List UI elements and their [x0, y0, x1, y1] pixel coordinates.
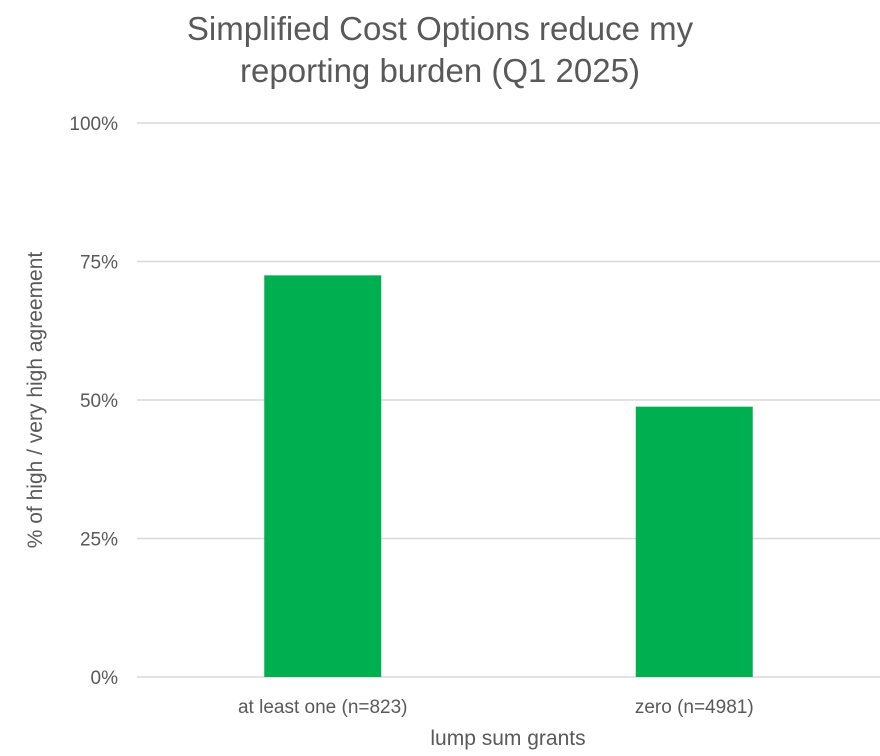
chart-title-line-2: reporting burden (Q1 2025) [240, 52, 640, 89]
y-tick-label: 50% [80, 391, 118, 412]
y-axis-label: % of high / very high agreement [24, 252, 47, 549]
bars [264, 275, 753, 677]
y-tick-label: 25% [80, 530, 118, 551]
chart-title-line-1: Simplified Cost Options reduce my [186, 10, 694, 47]
x-tick-label: zero (n=4981) [635, 697, 754, 718]
x-tick-label: at least one (n=823) [238, 697, 408, 718]
x-axis-tick-labels: at least one (n=823) zero (n=4981) [238, 697, 754, 718]
y-tick-label: 0% [91, 668, 119, 689]
y-axis-tick-labels: 0% 25% 50% 75% 100% [69, 114, 118, 689]
bar [264, 275, 382, 677]
x-axis-label: lump sum grants [430, 727, 585, 750]
y-tick-label: 100% [69, 114, 118, 135]
y-tick-label: 75% [80, 253, 118, 274]
gridlines [137, 122, 880, 678]
bar [635, 406, 753, 677]
